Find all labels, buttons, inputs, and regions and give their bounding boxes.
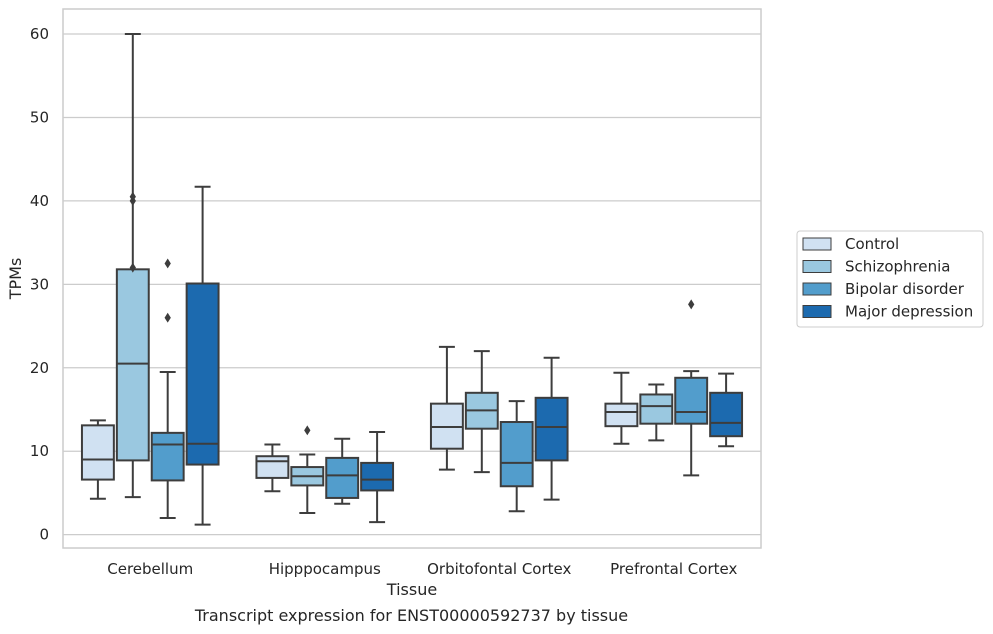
plot-area-frame <box>62 8 762 549</box>
box <box>674 376 709 425</box>
legend-item: Control <box>802 235 899 253</box>
box-group <box>499 400 534 513</box>
box-group <box>255 443 290 493</box>
x-axis-label: Tissue <box>386 580 437 599</box>
box <box>185 282 220 466</box>
box <box>325 456 360 499</box>
legend-items: Control Schizophrenia Bipolar disorder Majo… <box>802 235 973 321</box>
x-axis-ticks: Cerebellum Hipppocampus Orbitofontal Corte… <box>107 560 737 578</box>
box-group <box>534 356 569 501</box>
box-group <box>464 350 499 474</box>
x-tick-label: Orbitofontal Cortex <box>427 560 571 578</box>
box <box>639 393 674 425</box>
outlier-point <box>164 312 171 323</box>
outlier-point <box>164 258 171 269</box>
y-tick-label: 50 <box>30 108 49 126</box>
x-tick-label: Prefrontal Cortex <box>610 560 737 578</box>
y-axis-label: TPMs <box>6 258 25 301</box>
legend-swatch <box>802 305 832 318</box>
box-group <box>360 431 395 524</box>
y-tick-label: 10 <box>30 442 49 460</box>
box-group <box>709 372 744 448</box>
legend-label: Control <box>845 235 899 253</box>
y-tick-label: 0 <box>39 526 49 544</box>
legend-item: Bipolar disorder <box>802 280 965 298</box>
box <box>604 402 639 428</box>
legend-label: Major depression <box>845 303 973 321</box>
box-group <box>429 345 464 471</box>
outlier-point <box>304 425 311 436</box>
box <box>534 396 569 462</box>
legend-swatch <box>802 260 832 273</box>
box <box>150 431 185 482</box>
box-group <box>115 33 150 499</box>
boxes <box>80 33 744 526</box>
box <box>80 424 115 481</box>
box <box>360 461 395 492</box>
box-group <box>674 299 709 477</box>
y-tick-label: 30 <box>30 275 49 293</box>
legend: Control Schizophrenia Bipolar disorder Majo… <box>796 230 984 328</box>
x-tick-label: Hipppocampus <box>269 560 381 578</box>
box-group <box>325 437 360 505</box>
box-group <box>604 371 639 445</box>
outlier-point <box>688 299 695 310</box>
box-group <box>80 419 115 500</box>
legend-swatch <box>802 237 832 251</box>
legend-frame <box>796 230 984 328</box>
x-tick-label: Cerebellum <box>107 560 193 578</box>
y-tick-label: 20 <box>30 359 49 377</box>
box-group <box>639 383 674 442</box>
legend-item: Major depression <box>802 303 973 321</box>
outlier-point <box>129 191 136 202</box>
box-group <box>150 258 185 519</box>
y-axis-ticks: 0 10 20 30 40 50 60 <box>30 25 49 544</box>
legend-swatch <box>802 282 832 296</box>
outlier-point <box>129 262 136 273</box>
box <box>709 391 744 438</box>
box <box>255 455 290 479</box>
box <box>115 268 150 462</box>
box-group <box>185 185 220 526</box>
legend-item: Schizophrenia <box>802 258 950 276</box>
box <box>499 421 534 488</box>
box-group <box>290 425 325 514</box>
legend-label: Schizophrenia <box>845 258 950 276</box>
y-tick-label: 40 <box>30 192 49 210</box>
chart-caption: Transcript expression for ENST0000059273… <box>194 606 629 625</box>
legend-label: Bipolar disorder <box>845 280 965 298</box>
y-tick-label: 60 <box>30 25 49 43</box>
